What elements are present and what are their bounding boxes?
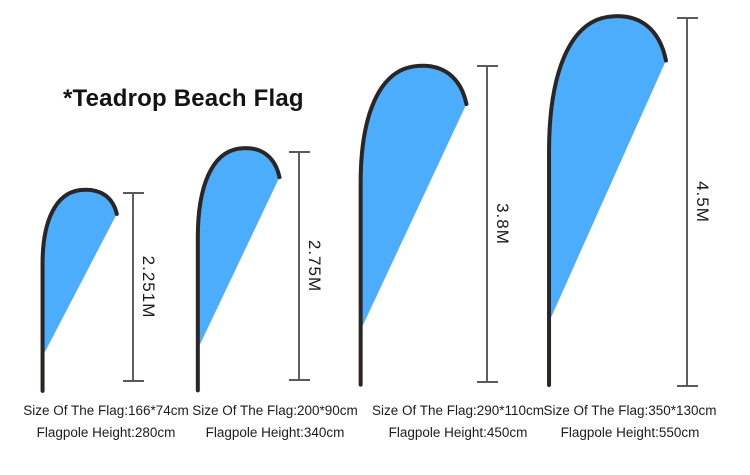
flag-canvas: [361, 65, 467, 329]
dimension-line-3: 3.8M: [476, 65, 512, 383]
height-label-3: 3.8M: [493, 203, 512, 245]
dimension-cap-top: [676, 17, 698, 19]
flag-size-text-3: Size Of The Flag:290*110cm: [371, 403, 545, 418]
dimension-line-4: 4.5M: [676, 17, 712, 387]
dimension-line: [486, 67, 488, 381]
flag-canvas: [43, 189, 117, 356]
flag-pole: [198, 148, 280, 390]
teardrop-flag-2: [195, 146, 283, 393]
page-title: *Teadrop Beach Flag: [63, 85, 304, 112]
flag-pole: [549, 16, 666, 385]
flag-spec-4: Size Of The Flag:350*130cm Flagpole Heig…: [538, 400, 722, 444]
dimension-cap-bottom: [288, 379, 310, 381]
flag-pole: [43, 190, 117, 391]
dimension-line: [132, 194, 134, 380]
flag-spec-3: Size Of The Flag:290*110cm Flagpole Heig…: [366, 400, 550, 444]
flagpole-height-text-4: Flagpole Height:550cm: [560, 425, 700, 440]
dimension-cap-top: [122, 192, 144, 194]
dimension-cap-top: [476, 65, 498, 67]
flag-canvas: [198, 148, 280, 348]
flag-canvas: [550, 16, 666, 320]
dimension-cap-top: [288, 151, 310, 153]
height-label-2: 2.75M: [305, 239, 324, 293]
flag-size-text-1: Size Of The Flag:166*74cm: [23, 403, 189, 418]
flag-spec-1: Size Of The Flag:166*74cm Flagpole Heigh…: [14, 400, 198, 444]
teardrop-flag-4: [545, 13, 671, 389]
height-label-1: 2.251M: [139, 255, 158, 319]
flag-size-text-2: Size Of The Flag:200*90cm: [192, 403, 358, 418]
flag-size-text-4: Size Of The Flag:350*130cm: [543, 403, 717, 418]
teardrop-flag-1: [40, 188, 120, 393]
dimension-cap-bottom: [476, 381, 498, 383]
dimension-line-2: 2.75M: [288, 151, 324, 381]
height-label-4: 4.5M: [693, 181, 712, 223]
flag-spec-2: Size Of The Flag:200*90cm Flagpole Heigh…: [183, 400, 367, 444]
teardrop-flag-3: [357, 63, 471, 388]
flagpole-height-text-1: Flagpole Height:280cm: [36, 425, 176, 440]
dimension-cap-bottom: [676, 385, 698, 387]
dimension-line: [298, 153, 300, 379]
flagpole-height-text-2: Flagpole Height:340cm: [205, 425, 345, 440]
flagpole-height-text-3: Flagpole Height:450cm: [388, 425, 528, 440]
dimension-line-1: 2.251M: [122, 192, 158, 382]
dimension-line: [686, 19, 688, 385]
dimension-cap-bottom: [122, 380, 144, 382]
flag-pole: [361, 66, 467, 385]
